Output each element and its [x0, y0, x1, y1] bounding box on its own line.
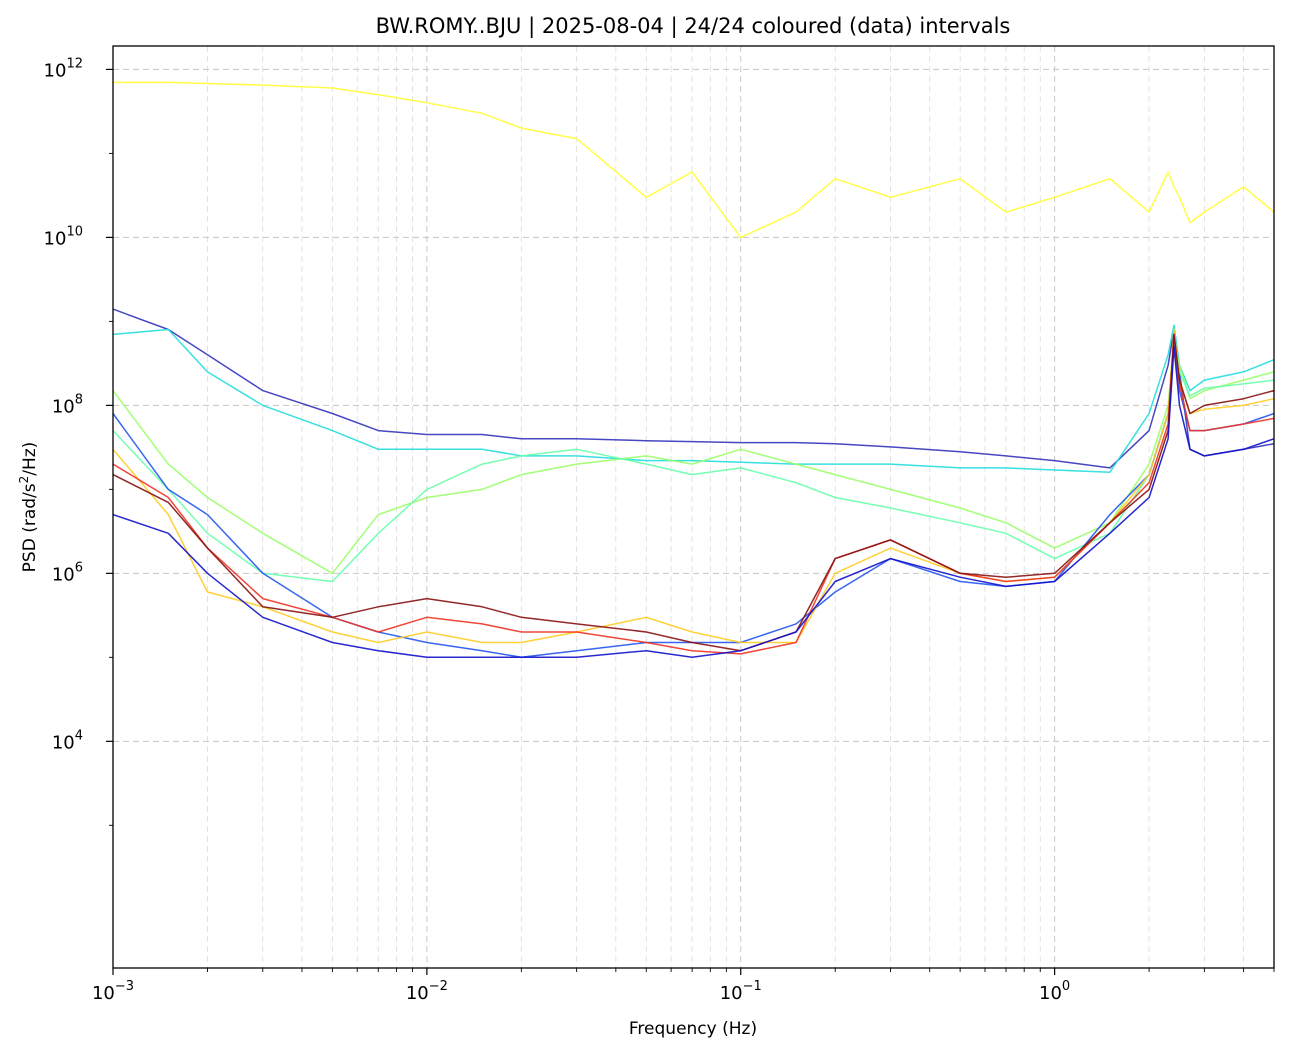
y-tick-label: 104 — [52, 728, 83, 753]
psd-series-line-2 — [112, 308, 1275, 469]
psd-series-line-6 — [112, 339, 1275, 659]
y-tick-label: 1010 — [44, 224, 83, 249]
x-tick-label: 10−2 — [406, 979, 448, 1004]
plot-frame — [112, 45, 1275, 969]
psd-series-line-1 — [113, 81, 1275, 239]
y-tick-label: 1012 — [44, 56, 83, 81]
psd-series-line-7 — [112, 328, 1275, 644]
x-tick-label: 10−3 — [92, 979, 134, 1004]
y-axis-label-end: /Hz) — [20, 442, 40, 476]
y-tick-label: 108 — [52, 392, 83, 417]
y-axis-label: PSD (rad/s2/Hz) — [17, 442, 40, 573]
y-axis-label-sup: 2 — [17, 476, 31, 484]
psd-series-line-10 — [112, 345, 1275, 659]
chart-title: BW.ROMY..BJU | 2025-08-04 | 24/24 colour… — [376, 14, 1011, 39]
ticks: 10−3 10−2 10−1 100 104 106 108 1010 1012 — [44, 56, 1275, 1004]
psd-series-line-8 — [112, 333, 1275, 655]
x-axis-label: Frequency (Hz) — [629, 1019, 757, 1039]
y-tick-label: 106 — [52, 560, 83, 585]
grid — [112, 46, 1275, 968]
psd-series-line-9 — [112, 333, 1275, 652]
x-tick-label: 10−1 — [720, 979, 762, 1004]
series-group — [112, 81, 1275, 659]
y-axis-label-main: PSD (rad/s — [20, 483, 40, 572]
psd-series-line-5 — [112, 333, 1275, 583]
psd-series-line-3 — [112, 324, 1275, 473]
x-tick-label: 100 — [1039, 979, 1070, 1004]
